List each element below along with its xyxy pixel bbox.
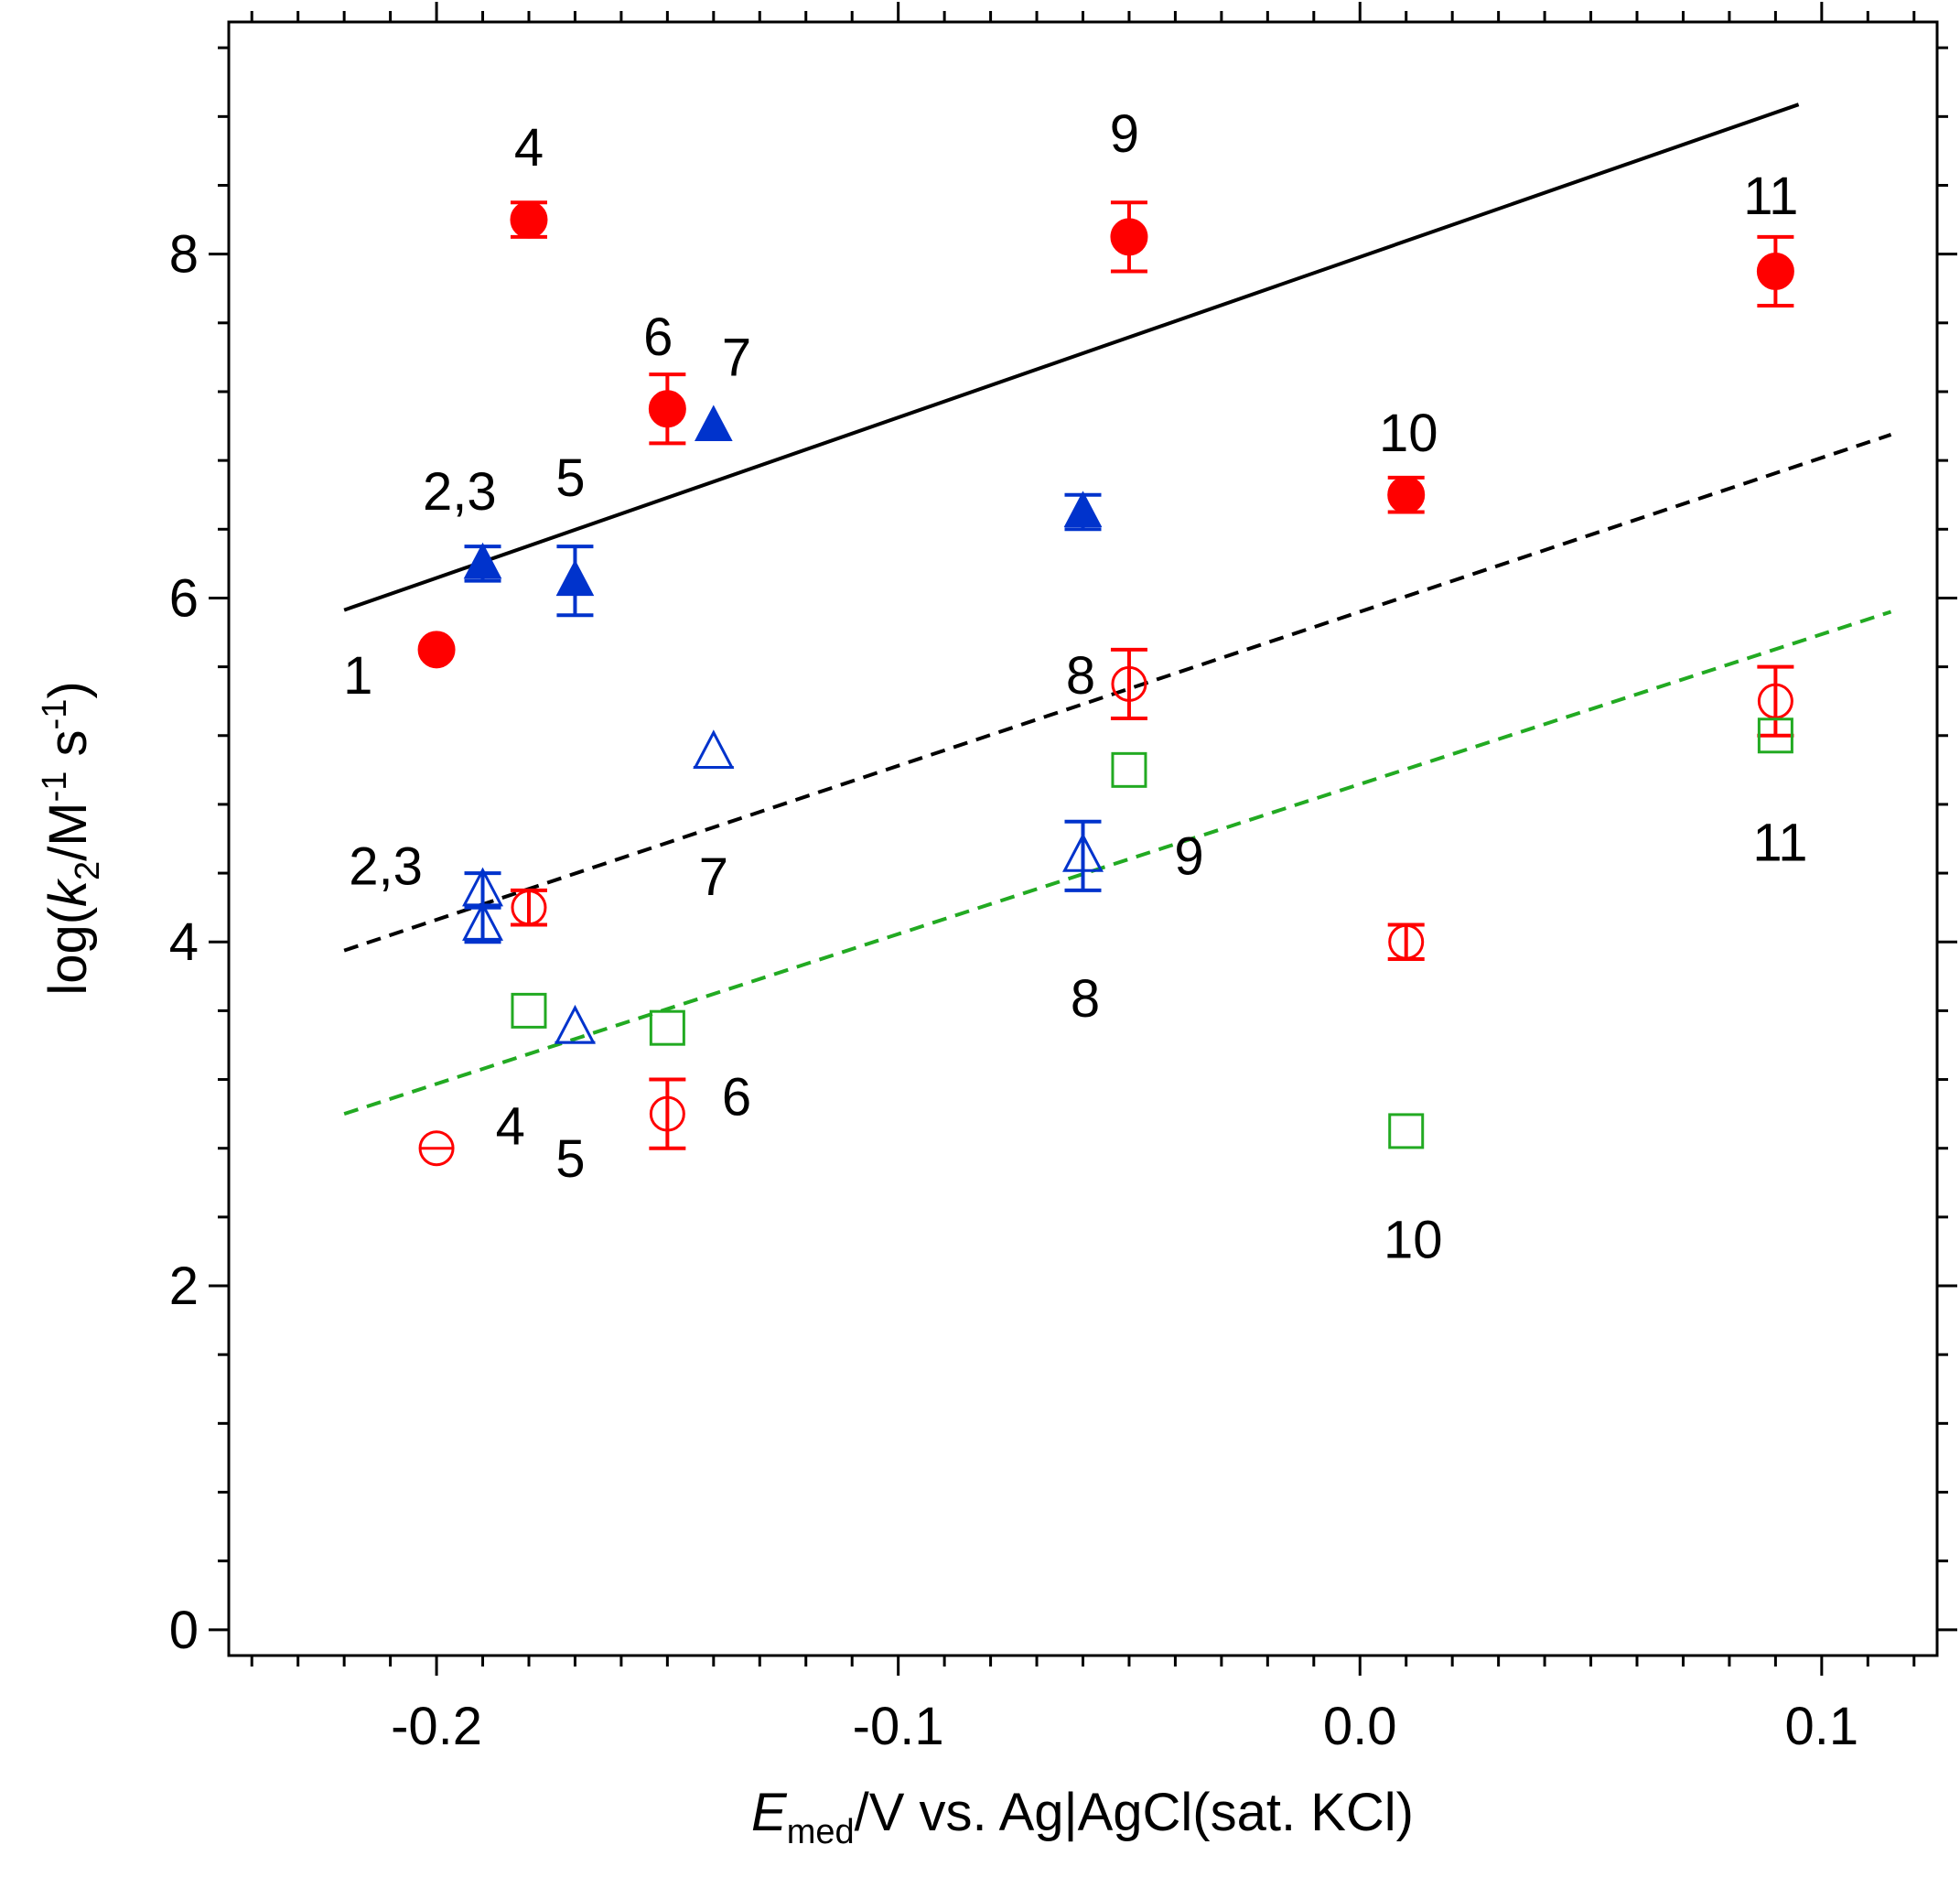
y-tick-label: 2 (169, 1257, 199, 1316)
data-point (1387, 476, 1426, 514)
y-axis-title-exp1: -1 (36, 771, 74, 803)
point-label: 10 (1379, 404, 1438, 463)
y-tick-label: 0 (169, 1601, 199, 1660)
y-axis-title-pre: log( (38, 907, 98, 996)
point-label: 7 (699, 847, 728, 907)
x-axis-title-main: E (751, 1783, 788, 1842)
fit-dashed-green (343, 609, 1892, 1116)
data-point (649, 1095, 685, 1132)
data-point (555, 559, 595, 597)
point-label: 4 (514, 118, 544, 178)
y-axis-ticks: 0 2 4 6 8 (169, 46, 1957, 1660)
point-label: 4 (496, 1096, 525, 1156)
data-point (694, 405, 733, 442)
point-label: 6 (722, 1067, 751, 1127)
y-axis-title: log(k2/M-1 s-1) (36, 681, 107, 995)
data-point (1756, 252, 1794, 290)
data-point (1062, 833, 1104, 872)
y-axis-title-k-sub: 2 (69, 861, 107, 880)
point-label: 5 (555, 448, 585, 508)
point-label: 10 (1384, 1210, 1443, 1269)
data-point (1388, 1113, 1425, 1149)
fit-solid-black (343, 102, 1800, 612)
data-point (511, 890, 547, 926)
data-point (462, 901, 504, 941)
data-point (510, 200, 548, 239)
data-markers (417, 200, 1794, 1167)
y-axis-title-exp2: -1 (36, 699, 74, 730)
data-point (1388, 923, 1425, 960)
fit-lines (343, 102, 1892, 1116)
point-label: 1 (343, 646, 372, 706)
x-axis-title-sub: med (787, 1813, 855, 1851)
data-point (417, 631, 456, 669)
y-axis-title-k: k (38, 878, 98, 907)
data-point (1110, 218, 1148, 256)
point-label: 9 (1174, 826, 1203, 886)
point-label: 7 (722, 328, 751, 387)
data-point (1757, 717, 1793, 754)
y-axis-title-unit: /M (38, 802, 98, 860)
point-label: 8 (1066, 646, 1095, 706)
data-point (648, 390, 686, 428)
x-axis-title: Emed/V vs. Ag|AgCl(sat. KCl) (751, 1783, 1414, 1851)
x-axis-ticks: -0.2 -0.1 0.0 0.1 (250, 2, 1916, 1756)
x-tick-label: 0.0 (1323, 1697, 1397, 1756)
point-label: 2,3 (423, 462, 497, 522)
x-axis-title-rest: /V vs. Ag|AgCl(sat. KCl) (855, 1783, 1414, 1842)
data-point (1111, 751, 1147, 788)
data-point (511, 992, 547, 1029)
point-label: 11 (1752, 813, 1807, 872)
x-tick-label: -0.2 (391, 1697, 482, 1756)
data-point (463, 542, 502, 579)
y-tick-label: 6 (169, 568, 199, 628)
point-label: 5 (555, 1129, 585, 1189)
point-label: 2,3 (349, 837, 423, 897)
x-tick-label: 0.1 (1785, 1697, 1859, 1756)
point-label: 11 (1743, 167, 1798, 226)
fit-dashed-black (343, 433, 1892, 953)
point-label: 8 (1071, 969, 1100, 1029)
point-label: 6 (643, 307, 673, 367)
y-axis-title-post: ) (38, 681, 98, 698)
data-point (649, 1009, 685, 1046)
data-point (1757, 683, 1793, 719)
x-tick-label: -0.1 (853, 1697, 944, 1756)
point-label: 9 (1110, 104, 1139, 164)
y-axis-title-s: s (38, 729, 98, 771)
y-tick-label: 8 (169, 225, 199, 285)
y-tick-label: 4 (169, 912, 199, 972)
data-point (1111, 665, 1147, 702)
data-point (1063, 491, 1103, 527)
